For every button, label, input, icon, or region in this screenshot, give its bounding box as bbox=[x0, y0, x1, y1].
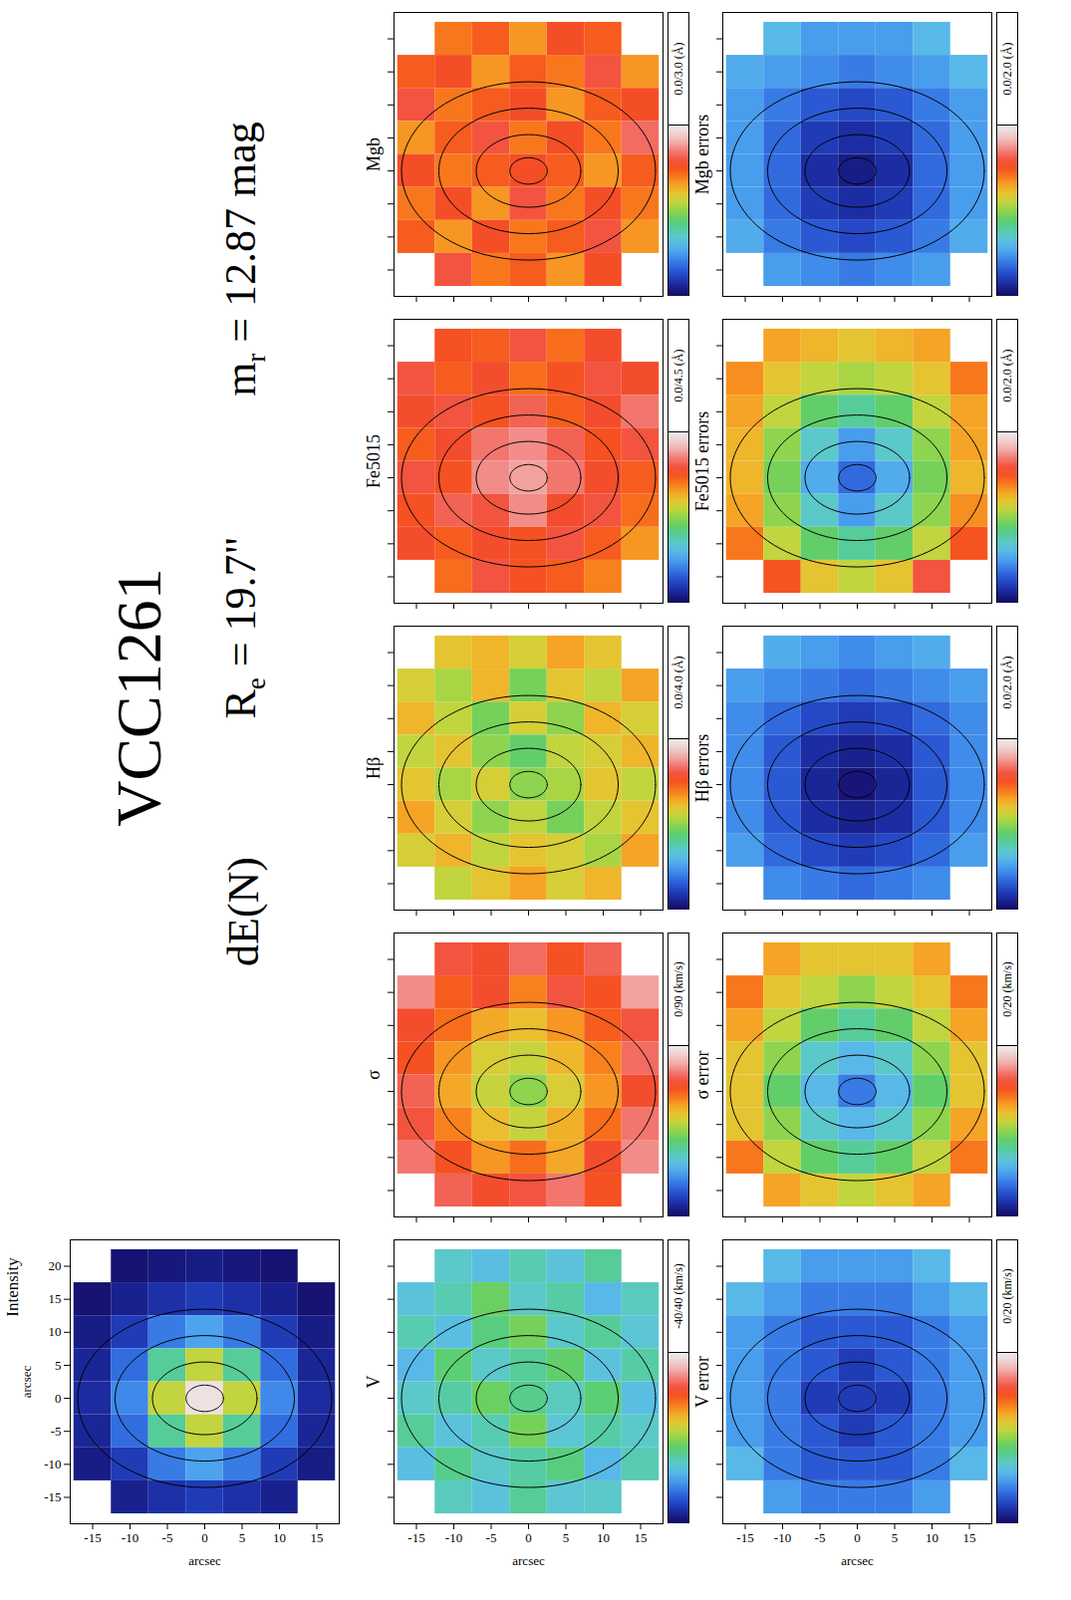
svg-text:5: 5 bbox=[54, 1357, 62, 1373]
html-text:0.0/3.0 (Å): 0.0/3.0 (Å) bbox=[671, 42, 686, 96]
svg-text:arcsec: arcsec bbox=[18, 1365, 34, 1399]
svg-text:10: 10 bbox=[925, 1530, 939, 1546]
html-text:-40/40 (km/s): -40/40 (km/s) bbox=[671, 1263, 686, 1329]
svg-text:-5: -5 bbox=[50, 1423, 62, 1439]
svg-text:0: 0 bbox=[201, 1530, 209, 1546]
svg-text:-10: -10 bbox=[445, 1530, 463, 1546]
svg-text:arcsec: arcsec bbox=[512, 1553, 545, 1569]
html-text:dE(N): dE(N) bbox=[219, 856, 268, 967]
html-text:e: e bbox=[240, 677, 271, 690]
html-text:σ: σ bbox=[363, 1069, 384, 1080]
html-text:σ error: σ error bbox=[692, 1049, 713, 1099]
svg-text:15: 15 bbox=[963, 1530, 977, 1546]
svg-text:-5: -5 bbox=[486, 1530, 498, 1546]
svg-text:-5: -5 bbox=[162, 1530, 174, 1546]
html-text:0.0/2.0 (Å): 0.0/2.0 (Å) bbox=[1000, 42, 1015, 96]
html-text:V: V bbox=[363, 1374, 384, 1388]
html-text:0/20 (km/s): 0/20 (km/s) bbox=[1000, 961, 1015, 1018]
svg-text:10: 10 bbox=[596, 1530, 610, 1546]
html-text:Intensity: Intensity bbox=[2, 1257, 22, 1317]
svg-text:-15: -15 bbox=[407, 1530, 425, 1546]
html-text:VCC1261: VCC1261 bbox=[103, 568, 175, 827]
svg-text:5: 5 bbox=[562, 1530, 570, 1546]
html-text:0.0/4.5 (Å): 0.0/4.5 (Å) bbox=[671, 349, 686, 402]
html-text:Mgb: Mgb bbox=[363, 136, 384, 171]
html-text:0/90 (km/s): 0/90 (km/s) bbox=[671, 961, 686, 1018]
html-text:= 12.87 mag: = 12.87 mag bbox=[216, 121, 265, 354]
html-text:Mgb errors: Mgb errors bbox=[692, 113, 713, 194]
html-text:Fe5015 errors: Fe5015 errors bbox=[692, 410, 713, 511]
html-text:Fe5015: Fe5015 bbox=[363, 433, 384, 488]
svg-text:-10: -10 bbox=[43, 1456, 61, 1472]
svg-text:arcsec: arcsec bbox=[840, 1553, 874, 1569]
svg-text:-10: -10 bbox=[774, 1530, 792, 1546]
svg-text:5: 5 bbox=[891, 1530, 899, 1546]
html-text:0/20 (km/s): 0/20 (km/s) bbox=[1000, 1268, 1015, 1324]
html-text:m: m bbox=[216, 362, 265, 397]
html-text:r: r bbox=[240, 353, 271, 363]
svg-text:0: 0 bbox=[853, 1530, 861, 1546]
svg-text:15: 15 bbox=[48, 1291, 62, 1307]
svg-text:arcsec: arcsec bbox=[188, 1553, 222, 1569]
html-text:Hβ errors: Hβ errors bbox=[692, 733, 713, 802]
html-text:V error: V error bbox=[692, 1355, 713, 1408]
html-text:R: R bbox=[216, 689, 265, 719]
svg-text:15: 15 bbox=[634, 1530, 648, 1546]
svg-text:-15: -15 bbox=[83, 1530, 101, 1546]
svg-text:15: 15 bbox=[310, 1530, 324, 1546]
svg-text:20: 20 bbox=[48, 1258, 62, 1274]
svg-text:10: 10 bbox=[272, 1530, 286, 1546]
html-text:0.0/2.0 (Å): 0.0/2.0 (Å) bbox=[1000, 349, 1015, 402]
svg-text:5: 5 bbox=[239, 1530, 247, 1546]
html-text:0.0/4.0 (Å): 0.0/4.0 (Å) bbox=[671, 656, 686, 709]
html-text:= 19.7": = 19.7" bbox=[216, 536, 265, 678]
svg-text:-10: -10 bbox=[121, 1530, 139, 1546]
html-text:Hβ: Hβ bbox=[363, 756, 384, 779]
svg-text:-15: -15 bbox=[43, 1489, 61, 1505]
svg-text:0: 0 bbox=[54, 1390, 62, 1406]
svg-text:-5: -5 bbox=[814, 1530, 826, 1546]
svg-text:10: 10 bbox=[48, 1324, 62, 1339]
html-text:0.0/2.0 (Å): 0.0/2.0 (Å) bbox=[1000, 656, 1015, 709]
svg-text:-15: -15 bbox=[736, 1530, 754, 1546]
svg-text:0: 0 bbox=[525, 1530, 533, 1546]
